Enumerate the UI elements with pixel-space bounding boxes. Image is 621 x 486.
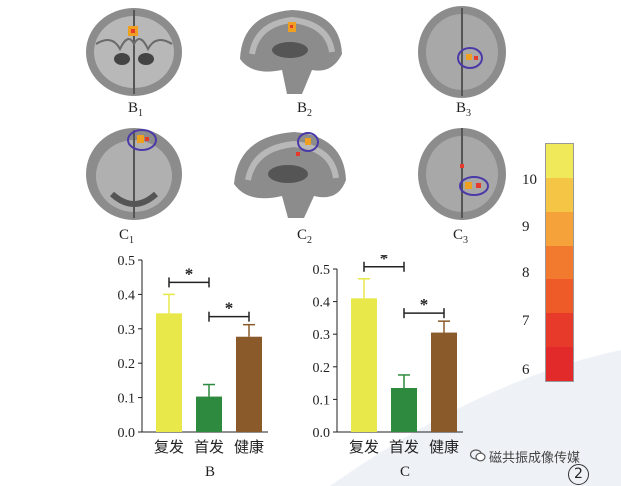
panel-label-b1: B1 — [128, 100, 144, 119]
color-scale-step — [546, 245, 573, 280]
bar — [156, 313, 182, 432]
x-category-label: 复发 — [349, 438, 379, 456]
y-tick-label: 0.2 — [313, 361, 331, 376]
bar-chart-c: 0.0 0.1 0.2 0.3 0.4 0.5 复发 首发 健康 * * C — [313, 255, 463, 480]
color-scale-bar — [545, 143, 574, 382]
brain-axial-image-c3 — [412, 124, 512, 222]
significance-marker: * — [225, 299, 234, 318]
x-axis-label: C — [400, 464, 410, 480]
significance-marker: * — [185, 264, 194, 283]
color-scale-label: 7 — [522, 313, 530, 329]
color-scale-label: 10 — [522, 172, 537, 188]
color-scale-step — [546, 347, 573, 382]
bar-chart-b: 0.0 0.1 0.2 0.3 0.4 0.5 复发 首发 健康 * * B — [118, 254, 268, 480]
color-scale-label: 9 — [522, 219, 530, 235]
bar — [236, 336, 262, 432]
y-tick-label: 0.1 — [313, 393, 331, 408]
y-tick-label: 0.2 — [118, 357, 136, 372]
watermark: 磁共振成像传媒 — [469, 447, 581, 466]
y-tick-label: 0.3 — [118, 323, 136, 338]
color-scale-step — [546, 313, 573, 348]
watermark-text: 磁共振成像传媒 — [489, 451, 581, 466]
brain-sagittal-image-b2 — [232, 4, 348, 100]
y-tick-label: 0.5 — [118, 254, 136, 269]
color-scale-step — [546, 177, 573, 213]
y-tick-label: 0.4 — [313, 296, 331, 311]
bar — [431, 332, 457, 432]
panel-label-c3: C3 — [453, 227, 469, 246]
y-tick-label: 0.0 — [313, 426, 331, 441]
color-scale-step — [546, 279, 573, 314]
y-tick-label: 0.0 — [118, 426, 136, 441]
x-category-label: 首发 — [389, 439, 419, 456]
brain-coronal-image-c1 — [82, 124, 186, 222]
y-tick-label: 0.1 — [118, 392, 136, 407]
y-tick-label: 0.5 — [313, 263, 331, 278]
color-scale-label: 6 — [522, 362, 530, 378]
panel-label-c2: C2 — [297, 227, 313, 246]
y-tick-label: 0.3 — [313, 328, 331, 343]
y-tick-label: 0.4 — [118, 288, 136, 303]
brain-coronal-image-b1 — [82, 4, 186, 100]
significance-marker: * — [380, 255, 389, 268]
x-axis-label: B — [205, 464, 215, 480]
color-scale-step — [546, 144, 573, 179]
x-category-label: 复发 — [154, 438, 184, 456]
brain-sagittal-image-c2 — [228, 124, 352, 222]
x-category-label: 健康 — [429, 439, 459, 456]
bar — [351, 298, 377, 432]
panel-label-b3: B3 — [456, 100, 472, 119]
bar — [391, 387, 417, 432]
color-scale-step — [546, 211, 573, 247]
brain-axial-image-b3 — [412, 4, 512, 100]
x-category-label: 首发 — [194, 439, 224, 456]
panel-label-c1: C1 — [119, 227, 135, 246]
page-number: 2 — [568, 464, 589, 485]
significance-marker: * — [420, 295, 429, 314]
color-scale-label: 8 — [522, 265, 530, 281]
panel-label-b2: B2 — [297, 100, 313, 119]
x-category-label: 健康 — [234, 439, 264, 456]
bar — [196, 396, 222, 432]
wechat-icon — [469, 449, 486, 466]
